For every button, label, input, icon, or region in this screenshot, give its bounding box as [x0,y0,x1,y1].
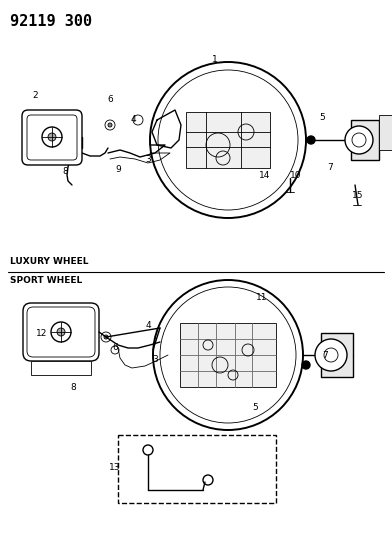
Circle shape [302,361,310,369]
Text: 8: 8 [70,384,76,392]
Text: 11: 11 [256,294,268,303]
Text: 13: 13 [109,464,121,472]
FancyBboxPatch shape [27,115,77,160]
Text: 14: 14 [260,172,271,181]
Bar [351,120,379,160]
Text: 15: 15 [352,190,364,199]
Text: 1: 1 [212,55,218,64]
Text: 9: 9 [115,166,121,174]
FancyBboxPatch shape [27,307,95,357]
Text: 5: 5 [252,403,258,413]
Text: 4: 4 [145,320,151,329]
Text: 5: 5 [319,114,325,123]
Bar [379,115,392,150]
Bar [31,361,91,375]
Text: 10: 10 [290,172,302,181]
FancyBboxPatch shape [22,110,82,165]
Text: 92119 300: 92119 300 [10,14,92,29]
Circle shape [345,126,373,154]
Bar [180,323,276,387]
Text: 12: 12 [36,328,48,337]
Bar [186,112,270,168]
FancyBboxPatch shape [23,303,99,361]
Circle shape [315,339,347,371]
Text: 8: 8 [62,167,68,176]
Text: 3: 3 [145,156,151,165]
Text: 6: 6 [107,95,113,104]
Circle shape [57,328,65,336]
Circle shape [104,335,108,339]
Bar [118,435,276,503]
Text: 2: 2 [32,91,38,100]
Text: 7: 7 [322,351,328,359]
Text: 3: 3 [152,356,158,365]
Bar [321,333,353,377]
Circle shape [108,123,112,127]
Circle shape [307,136,315,144]
Text: 7: 7 [327,164,333,173]
Text: 6: 6 [112,343,118,352]
Text: LUXURY WHEEL: LUXURY WHEEL [10,257,89,266]
Text: 4: 4 [130,116,136,125]
Circle shape [48,133,56,141]
Text: SPORT WHEEL: SPORT WHEEL [10,276,82,285]
